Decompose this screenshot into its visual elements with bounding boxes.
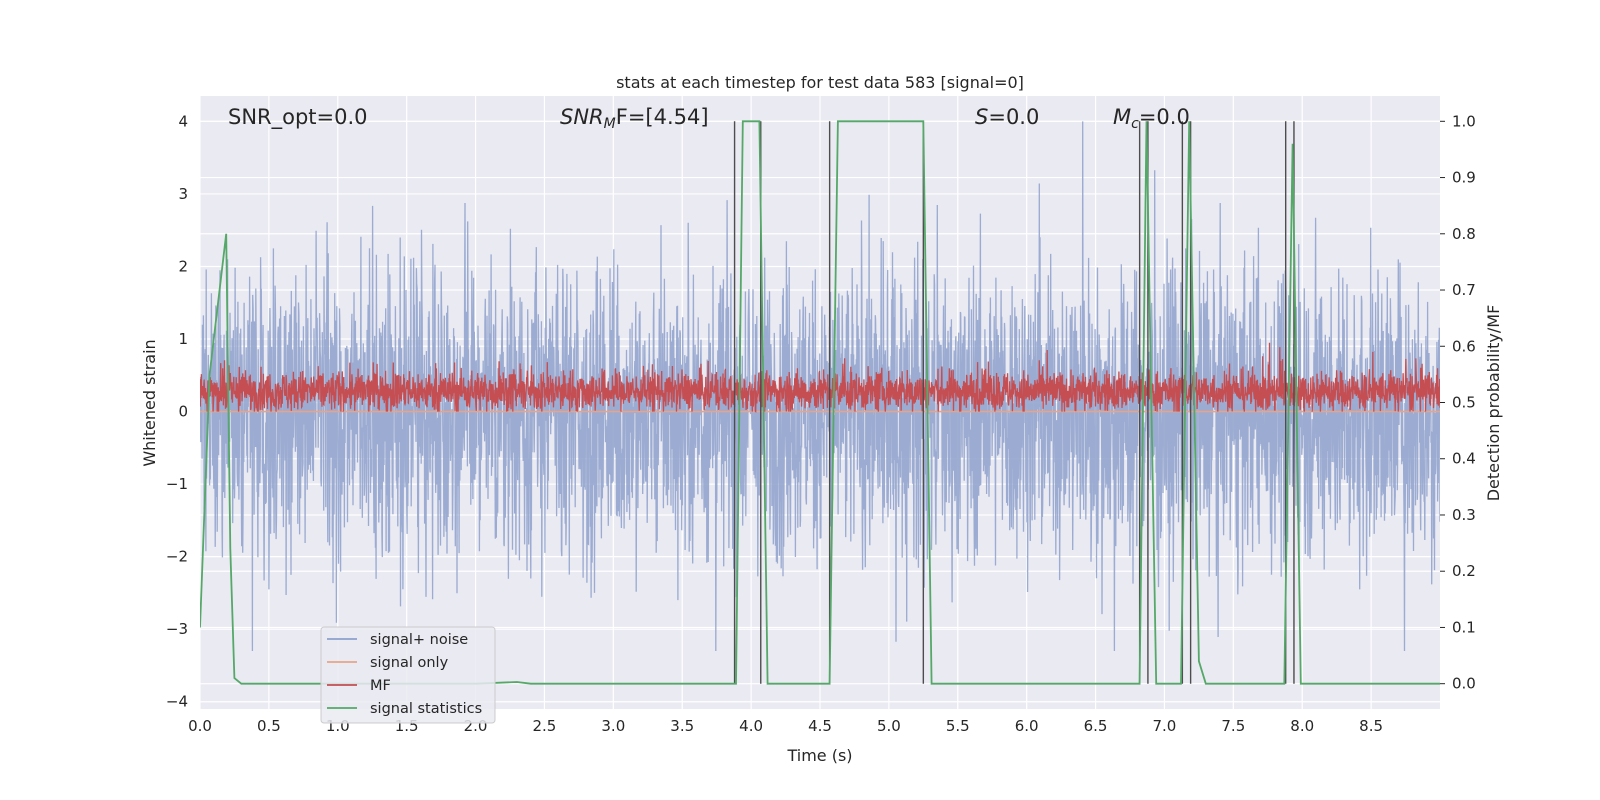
- y2-tick-label: 0.3: [1452, 506, 1476, 524]
- mc-main: M: [1113, 105, 1131, 129]
- legend-label-signal-noise: signal+ noise: [370, 632, 468, 648]
- legend-label-signal-statistics: signal statistics: [370, 701, 482, 717]
- legend-label-mf: MF: [370, 678, 391, 694]
- x-axis-label: Time (s): [786, 746, 852, 765]
- x-tick-label: 6.5: [1084, 717, 1108, 735]
- series-signal-statistics: [200, 120, 1440, 685]
- y2-tick-label: 0.2: [1452, 562, 1476, 580]
- y2-tick-label: 1.0: [1452, 112, 1476, 130]
- mc-sub: c: [1131, 116, 1139, 132]
- y2-tick-labels: 0.0 0.1 0.2 0.3 0.4 0.5 0.6 0.7 0.8 0.9 1.0: [1440, 112, 1476, 693]
- y2-tick-label: 0.5: [1452, 394, 1476, 412]
- y-tick-label: −3: [166, 620, 188, 638]
- y2-tick-label: 0.4: [1452, 450, 1476, 468]
- x-tick-label: 2.5: [533, 717, 557, 735]
- y-tick-labels: −4 −3 −2 −1 0 1 2 3 4: [166, 112, 188, 710]
- x-tick-label: 6.0: [1015, 717, 1039, 735]
- annotation-snr-opt: SNR_opt=0.0: [228, 105, 368, 130]
- legend-label-signal-only: signal only: [370, 655, 449, 671]
- snr-mf-main: SNR: [560, 105, 604, 129]
- x-tick-label: 0.0: [188, 717, 212, 735]
- y-tick-label: 4: [178, 112, 188, 130]
- mc-rest: =0.0: [1139, 105, 1190, 129]
- y2-tick-label: 0.1: [1452, 618, 1476, 636]
- y2-tick-label: 0.0: [1452, 675, 1476, 693]
- x-tick-label: 4.5: [808, 717, 832, 735]
- x-tick-label: 7.0: [1153, 717, 1177, 735]
- vertical-markers: [733, 121, 1295, 684]
- x-tick-labels: 0.0 0.5 1.0 1.5 2.0 2.5 3.0 3.5 4.0 4.5 5.0 5.5 6.0 6…: [188, 717, 1383, 735]
- x-tick-label: 8.5: [1359, 717, 1383, 735]
- y-tick-label: −1: [166, 475, 188, 493]
- x-tick-label: 4.0: [739, 717, 763, 735]
- legend-box: [320, 626, 496, 724]
- series-mf: [200, 342, 1440, 413]
- y2-axis-label: Detection probability/MF: [1484, 305, 1503, 502]
- annotation-snr-mf: SNRMF=[4.54]: [560, 105, 709, 132]
- snr-mf-sub: M: [604, 116, 616, 132]
- y-tick-label: 1: [178, 330, 188, 348]
- annotations: SNR_opt=0.0 SNRMF=[4.54] S=0.0 Mc=0.0: [228, 105, 1190, 132]
- y2-tick-label: 0.9: [1452, 169, 1476, 187]
- x-tick-label: 7.5: [1221, 717, 1245, 735]
- y-tick-label: 0: [178, 403, 188, 421]
- x-tick-label: 8.0: [1290, 717, 1314, 735]
- y-axis-label: Whitened strain: [140, 339, 159, 466]
- y2-tick-label: 0.6: [1452, 337, 1476, 355]
- y-tick-label: 3: [178, 185, 188, 203]
- y-tick-label: −4: [166, 693, 188, 711]
- x-tick-label: 3.0: [601, 717, 625, 735]
- x-tick-label: 0.5: [257, 717, 281, 735]
- y-tick-label: 2: [178, 257, 188, 275]
- annotation-mc: Mc=0.0: [1113, 105, 1190, 132]
- s-main: S: [975, 105, 988, 129]
- x-tick-label: 5.5: [946, 717, 970, 735]
- x-tick-label: 3.5: [670, 717, 694, 735]
- y-tick-label: −2: [166, 548, 188, 566]
- series-signal-noise: [200, 121, 1440, 652]
- y2-tick-label: 0.8: [1452, 225, 1476, 243]
- chart-title: stats at each timestep for test data 583…: [616, 73, 1024, 92]
- y2-tick-label: 0.7: [1452, 281, 1476, 299]
- snr-mf-rest: F=[4.54]: [616, 105, 709, 129]
- s-rest: =0.0: [988, 105, 1039, 129]
- legend: signal+ noise signal only MF signal stat…: [320, 626, 496, 724]
- x-tick-label: 5.0: [877, 717, 901, 735]
- annotation-s: S=0.0: [975, 105, 1039, 129]
